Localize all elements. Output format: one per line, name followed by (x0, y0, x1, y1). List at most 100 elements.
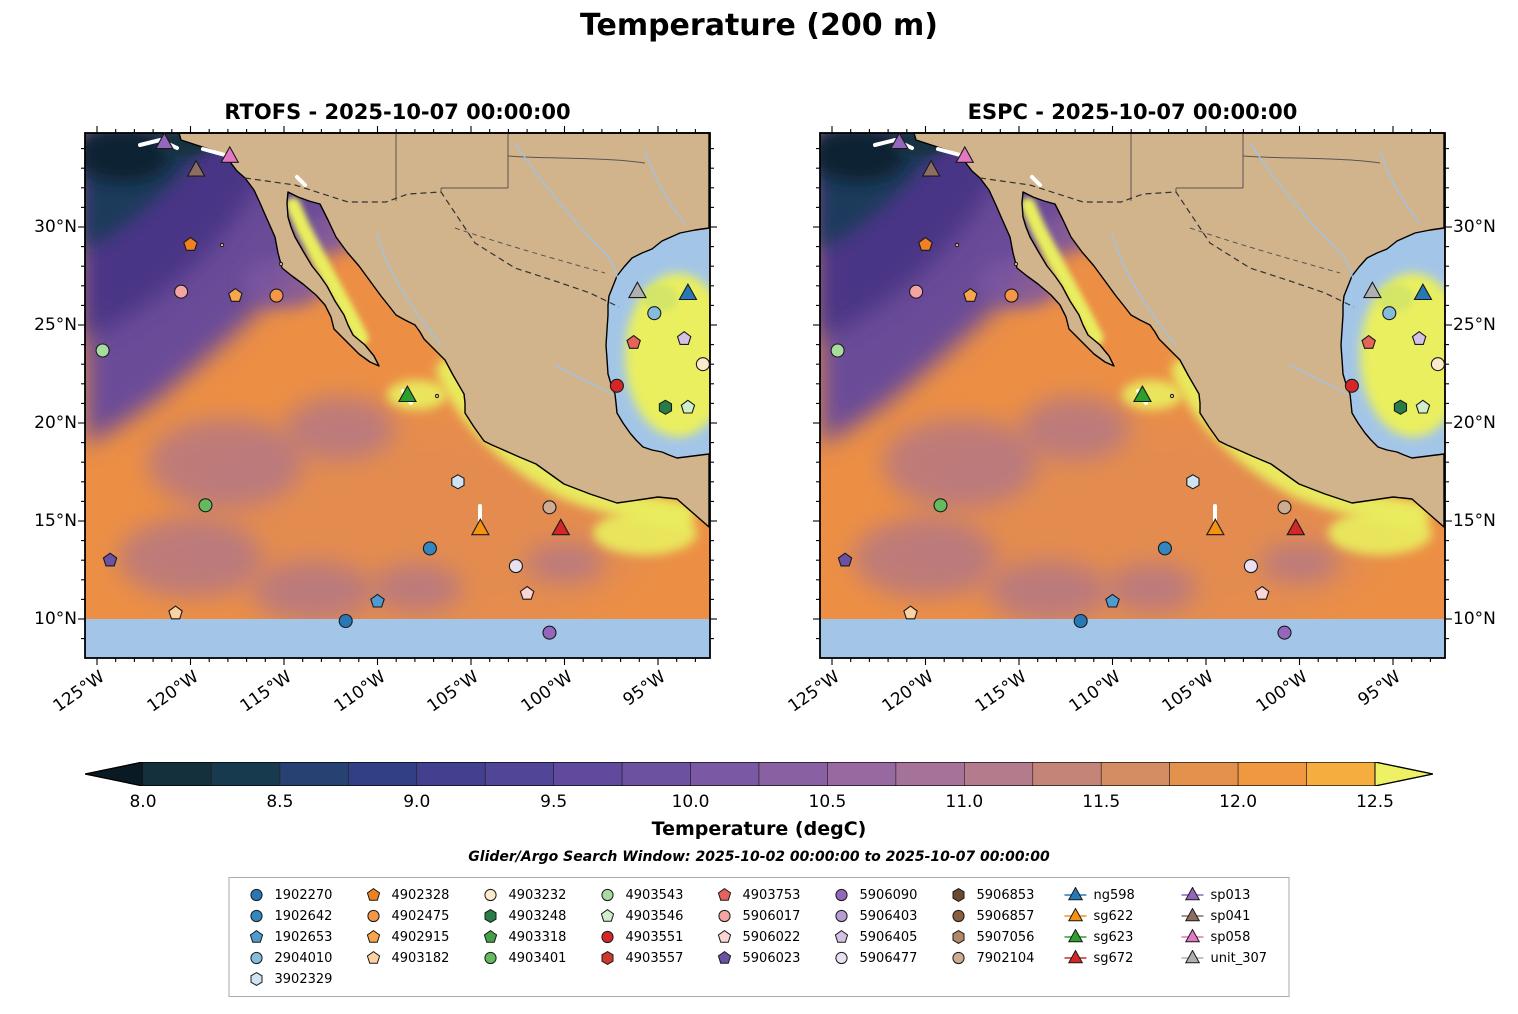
legend-entry-label: 5906857 (976, 908, 1035, 924)
legend-entry-label: 5906853 (976, 887, 1035, 903)
platform-marker-1902642 (1157, 541, 1172, 556)
lat-tick-label: 15°N (1453, 511, 1496, 531)
colorbar-tick-label: 11.0 (945, 792, 984, 812)
platform-marker-ng598 (1413, 282, 1433, 301)
circle-marker-icon (718, 909, 731, 923)
platform-marker-5906017 (174, 284, 189, 299)
colorbar-gradient (84, 761, 1434, 787)
legend-entry-5906405: 5906405 (831, 928, 922, 946)
lon-tick-label: 120°W (143, 667, 202, 717)
platform-marker-unit_307 (1362, 281, 1382, 299)
platform-legend: 1902270 1902642 1902653 2904010 3902329 49023… (228, 877, 1290, 997)
platform-marker-sp013 (154, 132, 174, 150)
glider-track-line (295, 175, 307, 187)
legend-entry-7902104: 7902104 (948, 949, 1039, 967)
platform-marker-4902475 (1004, 288, 1019, 303)
platform-marker-5906477 (508, 559, 523, 574)
platform-marker-5906090 (1277, 625, 1292, 640)
platform-marker-4903546 (680, 399, 696, 414)
platform-marker-3902329 (451, 474, 465, 490)
platform-marker-5906405 (1411, 331, 1427, 345)
legend-entry-label: 1902642 (274, 908, 333, 924)
pentagon-marker-icon (249, 929, 264, 943)
platform-marker-2904010 (647, 306, 662, 321)
platform-marker-1902270 (338, 613, 353, 629)
platform-marker-sp058 (220, 145, 240, 163)
platform-marker-5906023 (102, 552, 118, 567)
lat-tick-label: 30°N (34, 217, 77, 237)
platform-marker-sg623 (1132, 384, 1152, 403)
legend-entry-label: 4903543 (625, 887, 684, 903)
lon-tick-label: 110°W (330, 667, 389, 717)
platform-marker-2904010 (1382, 306, 1397, 321)
colorbar-tick-label: 8.0 (129, 792, 157, 812)
legend-entry-5906023: 5906023 (714, 949, 805, 967)
search-window-subtitle: Glider/Argo Search Window: 2025-10-02 00… (468, 849, 1050, 865)
platform-marker-4903182 (903, 605, 918, 620)
platform-marker-sg672 (551, 518, 571, 536)
hexagon-marker-icon (952, 888, 965, 902)
legend-entry-5906857: 5906857 (948, 907, 1039, 925)
legend-entry-sg623: sg623 (1064, 928, 1156, 946)
legend-entry-5906017: 5906017 (714, 907, 805, 925)
platform-marker-5906017 (909, 284, 924, 299)
legend-entry-2904010: 2904010 (246, 949, 337, 967)
glider-track-line (201, 147, 227, 157)
platform-marker-4903248 (658, 399, 673, 415)
legend-entry-sg622: sg622 (1064, 907, 1156, 925)
legend-entry-4902915: 4902915 (363, 928, 454, 946)
circle-marker-icon (835, 909, 848, 923)
legend-entry-sp058: sp058 (1181, 928, 1273, 946)
platform-marker-4903753 (626, 334, 641, 349)
circle-marker-icon (250, 909, 263, 923)
legend-entry-1902270: 1902270 (246, 886, 337, 904)
legend-entry-5906090: 5906090 (831, 886, 922, 904)
colorbar-tick-label: 10.0 (671, 792, 710, 812)
circle-marker-icon (835, 951, 848, 965)
legend-entry-label: sp041 (1210, 908, 1251, 924)
legend-entry-label: 5906090 (859, 887, 918, 903)
platform-marker-1902653 (1105, 593, 1120, 608)
platform-marker-4903248 (1393, 399, 1408, 415)
legend-entry-label: sp058 (1210, 929, 1251, 945)
lon-tick-label: 105°W (423, 667, 483, 717)
legend-entry-label: 4902915 (391, 929, 450, 945)
legend-entry-label: 2904010 (274, 950, 333, 966)
legend-entry-5906853: 5906853 (948, 886, 1039, 904)
platform-marker-3902329 (1186, 474, 1200, 490)
map-canvas-espc (813, 126, 1452, 665)
platform-marker-4902328 (183, 236, 198, 251)
lat-tick-label: 25°N (1453, 315, 1496, 335)
circle-marker-icon (952, 951, 965, 965)
pentagon-marker-icon (834, 929, 849, 943)
platform-marker-sg672 (1286, 518, 1306, 536)
platform-marker-sg622 (1205, 518, 1225, 536)
platform-marker-4903551 (609, 378, 624, 393)
legend-entry-label: sg672 (1093, 950, 1134, 966)
hexagon-marker-icon (601, 951, 614, 965)
pentagon-marker-icon (600, 908, 615, 922)
legend-entry-4903232: 4903232 (480, 886, 571, 904)
platform-marker-5906477 (1243, 559, 1258, 574)
platform-marker-4903401 (198, 498, 213, 513)
circle-marker-icon (484, 951, 497, 965)
figure-title: Temperature (200 m) (580, 8, 938, 43)
legend-entry-sp013: sp013 (1181, 886, 1273, 904)
platform-marker-1902270 (1073, 613, 1088, 629)
legend-entry-4903546: 4903546 (597, 907, 688, 925)
legend-entry-label: 4903557 (625, 950, 684, 966)
legend-entry-4903182: 4903182 (363, 949, 454, 967)
circle-marker-icon (250, 888, 263, 902)
circle-marker-icon (367, 909, 380, 923)
legend-entry-sg672: sg672 (1064, 949, 1156, 967)
colorbar-tick-label: 8.5 (266, 792, 294, 812)
platform-marker-4902475 (269, 288, 284, 303)
legend-entry-label: 5907056 (976, 929, 1035, 945)
platform-marker-5906022 (519, 585, 535, 600)
glider-track-line (936, 147, 962, 157)
panel-title-rtofs: RTOFS - 2025-10-07 00:00:00 (224, 100, 571, 124)
platform-marker-7902104 (1277, 500, 1292, 515)
legend-entry-label: 4902328 (391, 887, 450, 903)
legend-entry-label: 7902104 (976, 950, 1035, 966)
triangle-marker-icon (1064, 929, 1087, 943)
